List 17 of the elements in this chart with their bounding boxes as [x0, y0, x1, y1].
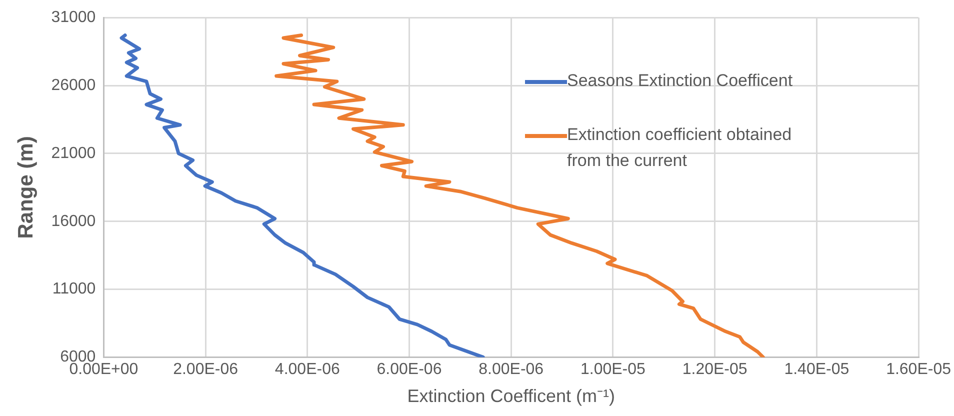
x-tick-label: 6.00E-06	[376, 361, 442, 378]
x-tick-label: 2.00E-06	[173, 361, 238, 378]
y-tick-label: 21000	[51, 144, 96, 162]
legend-label: Seasons Extinction Coefficent	[567, 70, 794, 92]
y-tick-label: 16000	[51, 212, 96, 230]
x-tick-label: 1.00E-05	[580, 361, 646, 378]
x-tick-label: 1.40E-05	[784, 361, 850, 378]
y-axis-title: Range (m)	[14, 136, 38, 239]
x-tick-label: 1.60E-05	[886, 361, 952, 378]
y-tick-label: 31000	[51, 9, 96, 26]
y-tick-label: 26000	[51, 76, 96, 94]
x-axis-title: Extinction Coefficent (m⁻¹)	[407, 386, 615, 406]
x-tick-label: 8.00E-06	[478, 361, 544, 378]
x-tick-label: 1.20E-05	[682, 361, 748, 378]
legend-label: Extinction coefficient obtained from the current	[567, 124, 793, 172]
x-tick-label: 4.00E-06	[274, 361, 340, 378]
y-tick-label: 11000	[52, 280, 96, 298]
